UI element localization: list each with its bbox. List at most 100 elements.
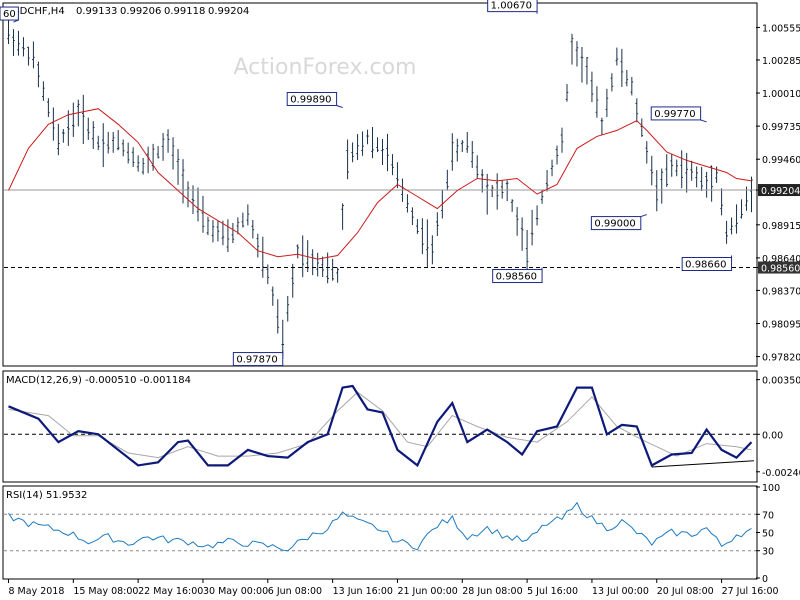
candle bbox=[201, 195, 205, 233]
candle bbox=[101, 123, 105, 168]
candle bbox=[371, 126, 374, 159]
annotation-label: 0.99890 bbox=[290, 94, 331, 105]
candle bbox=[585, 57, 589, 85]
candle bbox=[131, 147, 135, 167]
candle bbox=[166, 129, 170, 153]
candle bbox=[446, 169, 449, 191]
candle bbox=[655, 170, 659, 212]
price-axis-label: 0.98560 bbox=[761, 264, 800, 275]
time-axis-label: 20 Jul 08:00 bbox=[657, 586, 714, 597]
candle bbox=[451, 133, 454, 171]
candle bbox=[550, 159, 554, 177]
candle bbox=[515, 207, 519, 236]
candle bbox=[520, 217, 524, 251]
candle bbox=[396, 162, 399, 189]
candle bbox=[116, 130, 120, 151]
macd-axis-label: 0.003509 bbox=[762, 376, 800, 387]
candle bbox=[47, 98, 50, 118]
candle bbox=[291, 263, 295, 298]
time-axis-label: 6 Jun 08:00 bbox=[268, 586, 322, 597]
candle bbox=[590, 71, 594, 103]
candle bbox=[705, 171, 708, 198]
candle bbox=[605, 88, 609, 118]
candle bbox=[231, 222, 235, 244]
candle bbox=[680, 150, 683, 189]
price-header-ohlc-close: 0.99204 bbox=[208, 6, 249, 17]
price-overlays-group bbox=[4, 108, 756, 269]
macd-axis-group: 0.003509 0.00 -0.002408 bbox=[756, 376, 800, 479]
candle bbox=[346, 139, 349, 180]
time-axis-label: 15 May 08:00 bbox=[73, 586, 138, 597]
macd-axis-label: -0.002408 bbox=[762, 468, 800, 479]
rsi-axis-label: 30 bbox=[762, 547, 774, 558]
annotation-label: 0.99000 bbox=[594, 219, 635, 230]
candle bbox=[376, 137, 379, 153]
annotation-box bbox=[487, 0, 538, 13]
annotation-leader-line bbox=[336, 105, 343, 108]
candle bbox=[341, 203, 344, 230]
price-axis-label: 0.98640 bbox=[762, 254, 800, 265]
candle bbox=[221, 220, 225, 246]
candle bbox=[455, 138, 459, 162]
candle bbox=[276, 299, 280, 334]
annotation-box bbox=[650, 106, 702, 121]
annotation-box bbox=[286, 91, 338, 106]
peak-trough-annotation: 0.99000 bbox=[590, 214, 647, 231]
candle bbox=[22, 37, 25, 57]
candle bbox=[470, 141, 474, 168]
candle bbox=[665, 154, 669, 187]
peak-trough-annotation: 60 bbox=[0, 6, 19, 23]
candle bbox=[735, 204, 738, 234]
annotation-box bbox=[681, 256, 733, 271]
candle bbox=[111, 131, 115, 153]
price-axis-label: 0.98370 bbox=[762, 286, 800, 297]
annotation-box bbox=[590, 216, 642, 231]
candle bbox=[700, 166, 703, 191]
candle bbox=[640, 118, 644, 137]
candle bbox=[381, 139, 384, 165]
candle bbox=[565, 84, 569, 102]
annotation-label: 0.97870 bbox=[236, 355, 277, 366]
candle bbox=[81, 94, 85, 144]
candle bbox=[535, 205, 539, 226]
candle bbox=[710, 165, 713, 202]
candle bbox=[106, 131, 110, 154]
candle bbox=[750, 176, 753, 213]
candle bbox=[635, 98, 639, 123]
candle bbox=[595, 86, 599, 118]
candle bbox=[251, 219, 255, 239]
candle bbox=[336, 267, 339, 283]
candle bbox=[570, 33, 574, 65]
peak-trough-annotation: 0.99770 bbox=[650, 106, 707, 123]
candle bbox=[96, 135, 100, 151]
candle bbox=[286, 295, 290, 322]
rsi-line bbox=[8, 501, 752, 552]
candle bbox=[475, 155, 479, 179]
candle bbox=[91, 121, 95, 149]
candle bbox=[57, 123, 60, 156]
time-axis-label: 13 Jul 00:00 bbox=[592, 586, 649, 597]
candle bbox=[600, 117, 604, 136]
rsi-axis-label: 70 bbox=[762, 510, 774, 521]
candle bbox=[615, 47, 619, 66]
price-axis-label: 0.98915 bbox=[762, 221, 800, 232]
candle bbox=[241, 212, 245, 228]
macd-panel-frame bbox=[2, 370, 758, 483]
candle bbox=[465, 131, 469, 153]
candle bbox=[37, 61, 40, 88]
candle bbox=[460, 140, 464, 153]
candle bbox=[62, 129, 65, 143]
candle bbox=[645, 141, 649, 164]
candle bbox=[416, 219, 419, 234]
macd-layer-group bbox=[4, 384, 756, 468]
candle bbox=[426, 219, 429, 268]
price-axis-label: 1.00555 bbox=[762, 23, 800, 34]
time-axis-group: 8 May 2018 15 May 08:00 22 May 16:00 30 May… bbox=[7, 579, 779, 597]
candle bbox=[525, 229, 529, 271]
moving-average-line bbox=[8, 108, 752, 260]
candle bbox=[740, 199, 743, 219]
candle bbox=[555, 145, 559, 165]
candle bbox=[610, 73, 614, 92]
price-axis-label: 0.98095 bbox=[762, 319, 800, 330]
price-header-ohlc-high: 0.99206 bbox=[120, 6, 161, 17]
